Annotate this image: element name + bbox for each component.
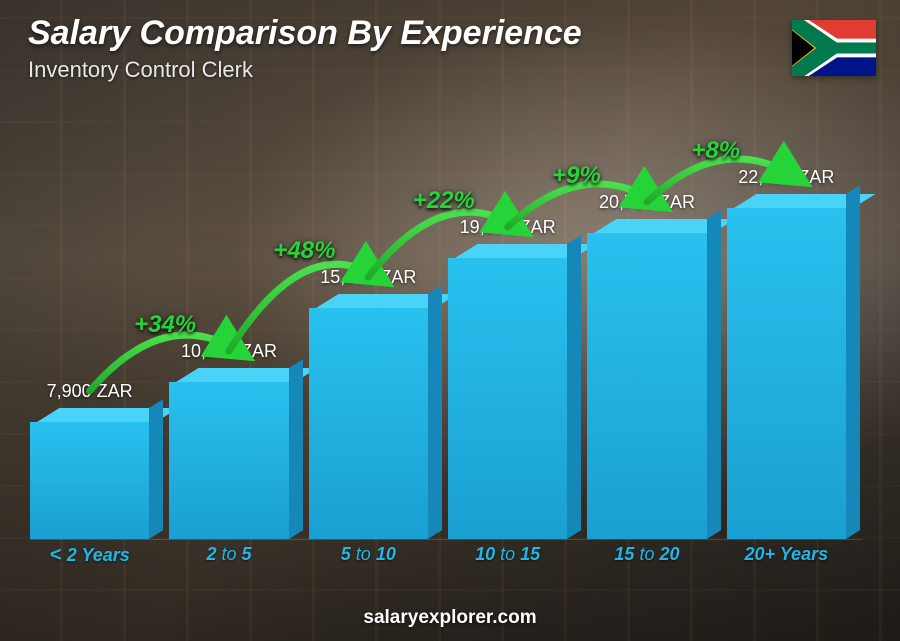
increment-label-0: +34% [134,311,196,339]
flag-icon [792,20,876,76]
bar-front-face [309,308,428,539]
bar-side-face [149,399,163,539]
page-subtitle: Inventory Control Clerk [28,57,872,83]
increment-label-3: +9% [552,162,601,190]
bar-5: 22,400 ZAR [727,167,846,539]
x-label-2: 5 to 10 [309,544,428,567]
x-label-3: 10 to 15 [448,544,567,567]
increment-label-2: +22% [413,187,475,215]
bar-chart: 7,900 ZAR 10,600 ZAR 15,600 ZAR 19,000 Z… [30,125,846,567]
bar-3: 19,000 ZAR [448,217,567,539]
bar-front-face [727,208,846,539]
increment-label-4: +8% [691,137,740,165]
chart-baseline [30,539,862,540]
bar-value-label: 19,000 ZAR [460,217,556,238]
x-label-5: 20+ Years [727,544,846,567]
x-label-0: < 2 Years [30,544,149,567]
bar-side-face [289,359,303,539]
bar-value-label: 7,900 ZAR [47,381,133,402]
footer: salaryexplorer.com [0,607,900,629]
bar-3d [727,194,846,539]
increment-label-1: +48% [273,237,335,265]
bar-front-face [587,233,706,539]
bar-3d [309,294,428,539]
bar-side-face [846,185,860,539]
bar-value-label: 10,600 ZAR [181,341,277,362]
x-label-4: 15 to 20 [587,544,706,567]
bar-front-face [169,382,288,539]
bar-0: 7,900 ZAR [30,381,149,539]
x-axis: < 2 Years 2 to 5 5 to 10 10 to 15 15 to 20 20… [30,544,846,567]
bar-value-label: 22,400 ZAR [738,167,834,188]
bar-side-face [567,235,581,539]
bar-3d [169,368,288,539]
bar-1: 10,600 ZAR [169,341,288,539]
bar-value-label: 20,700 ZAR [599,192,695,213]
bar-3d [587,219,706,539]
bar-3d [30,408,149,539]
bar-front-face [30,422,149,539]
header: Salary Comparison By Experience Inventor… [28,14,872,83]
page-title: Salary Comparison By Experience [28,14,872,53]
x-label-1: 2 to 5 [169,544,288,567]
bar-value-label: 15,600 ZAR [320,267,416,288]
bar-4: 20,700 ZAR [587,192,706,539]
bar-side-face [707,210,721,539]
bar-side-face [428,285,442,539]
bar-2: 15,600 ZAR [309,267,428,539]
bar-front-face [448,258,567,539]
bar-3d [448,244,567,539]
